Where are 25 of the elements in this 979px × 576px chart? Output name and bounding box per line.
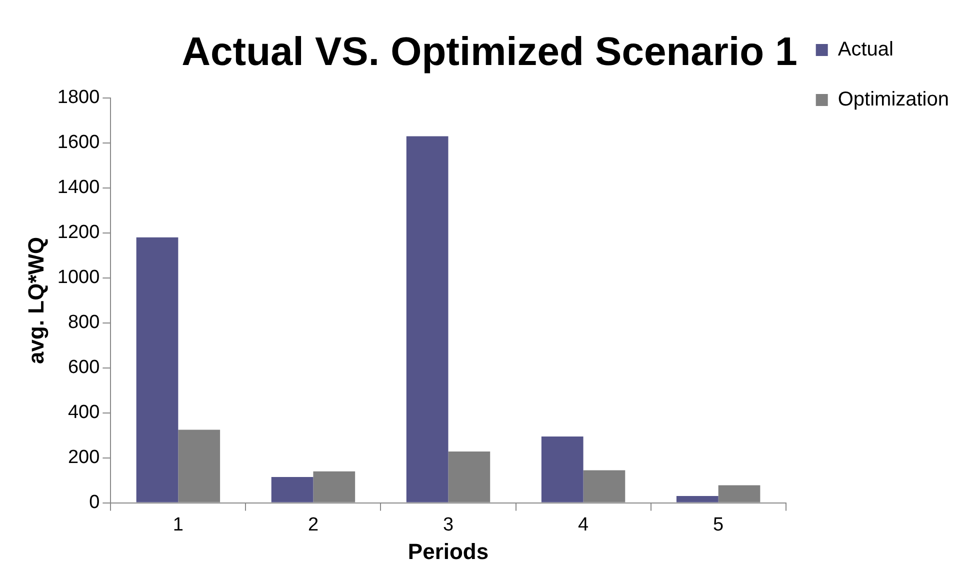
y-tick-label: 1600 (57, 132, 100, 154)
x-tick-label: 2 (308, 514, 319, 536)
bar (271, 476, 314, 502)
y-tick-label: 600 (68, 357, 100, 378)
y-tick-label: 0 (89, 492, 100, 514)
bar (541, 436, 584, 502)
y-tick-label: 1200 (57, 222, 100, 244)
x-axis-title: Periods (408, 538, 489, 564)
y-tick-label: 1800 (57, 87, 100, 108)
y-axis-title: avg. LQ*WQ (23, 236, 48, 364)
legend-label: Optimization (838, 88, 950, 111)
x-tick-label: 1 (172, 514, 184, 536)
legend-label: Actual (838, 38, 894, 61)
x-tick-label: 3 (442, 514, 454, 536)
y-tick-label: 400 (68, 402, 100, 424)
y-tick-label: 800 (68, 312, 100, 334)
y-tick-label: 1000 (57, 267, 100, 288)
chart-title: Actual VS. Optimized Scenario 1 (182, 30, 798, 74)
y-tick-label: 200 (68, 447, 100, 468)
x-tick-label: 4 (578, 514, 590, 536)
bar (676, 496, 718, 502)
x-tick-label: 5 (713, 514, 724, 536)
bar (406, 136, 448, 502)
y-tick-label: 1400 (57, 177, 100, 198)
bar (136, 237, 178, 502)
